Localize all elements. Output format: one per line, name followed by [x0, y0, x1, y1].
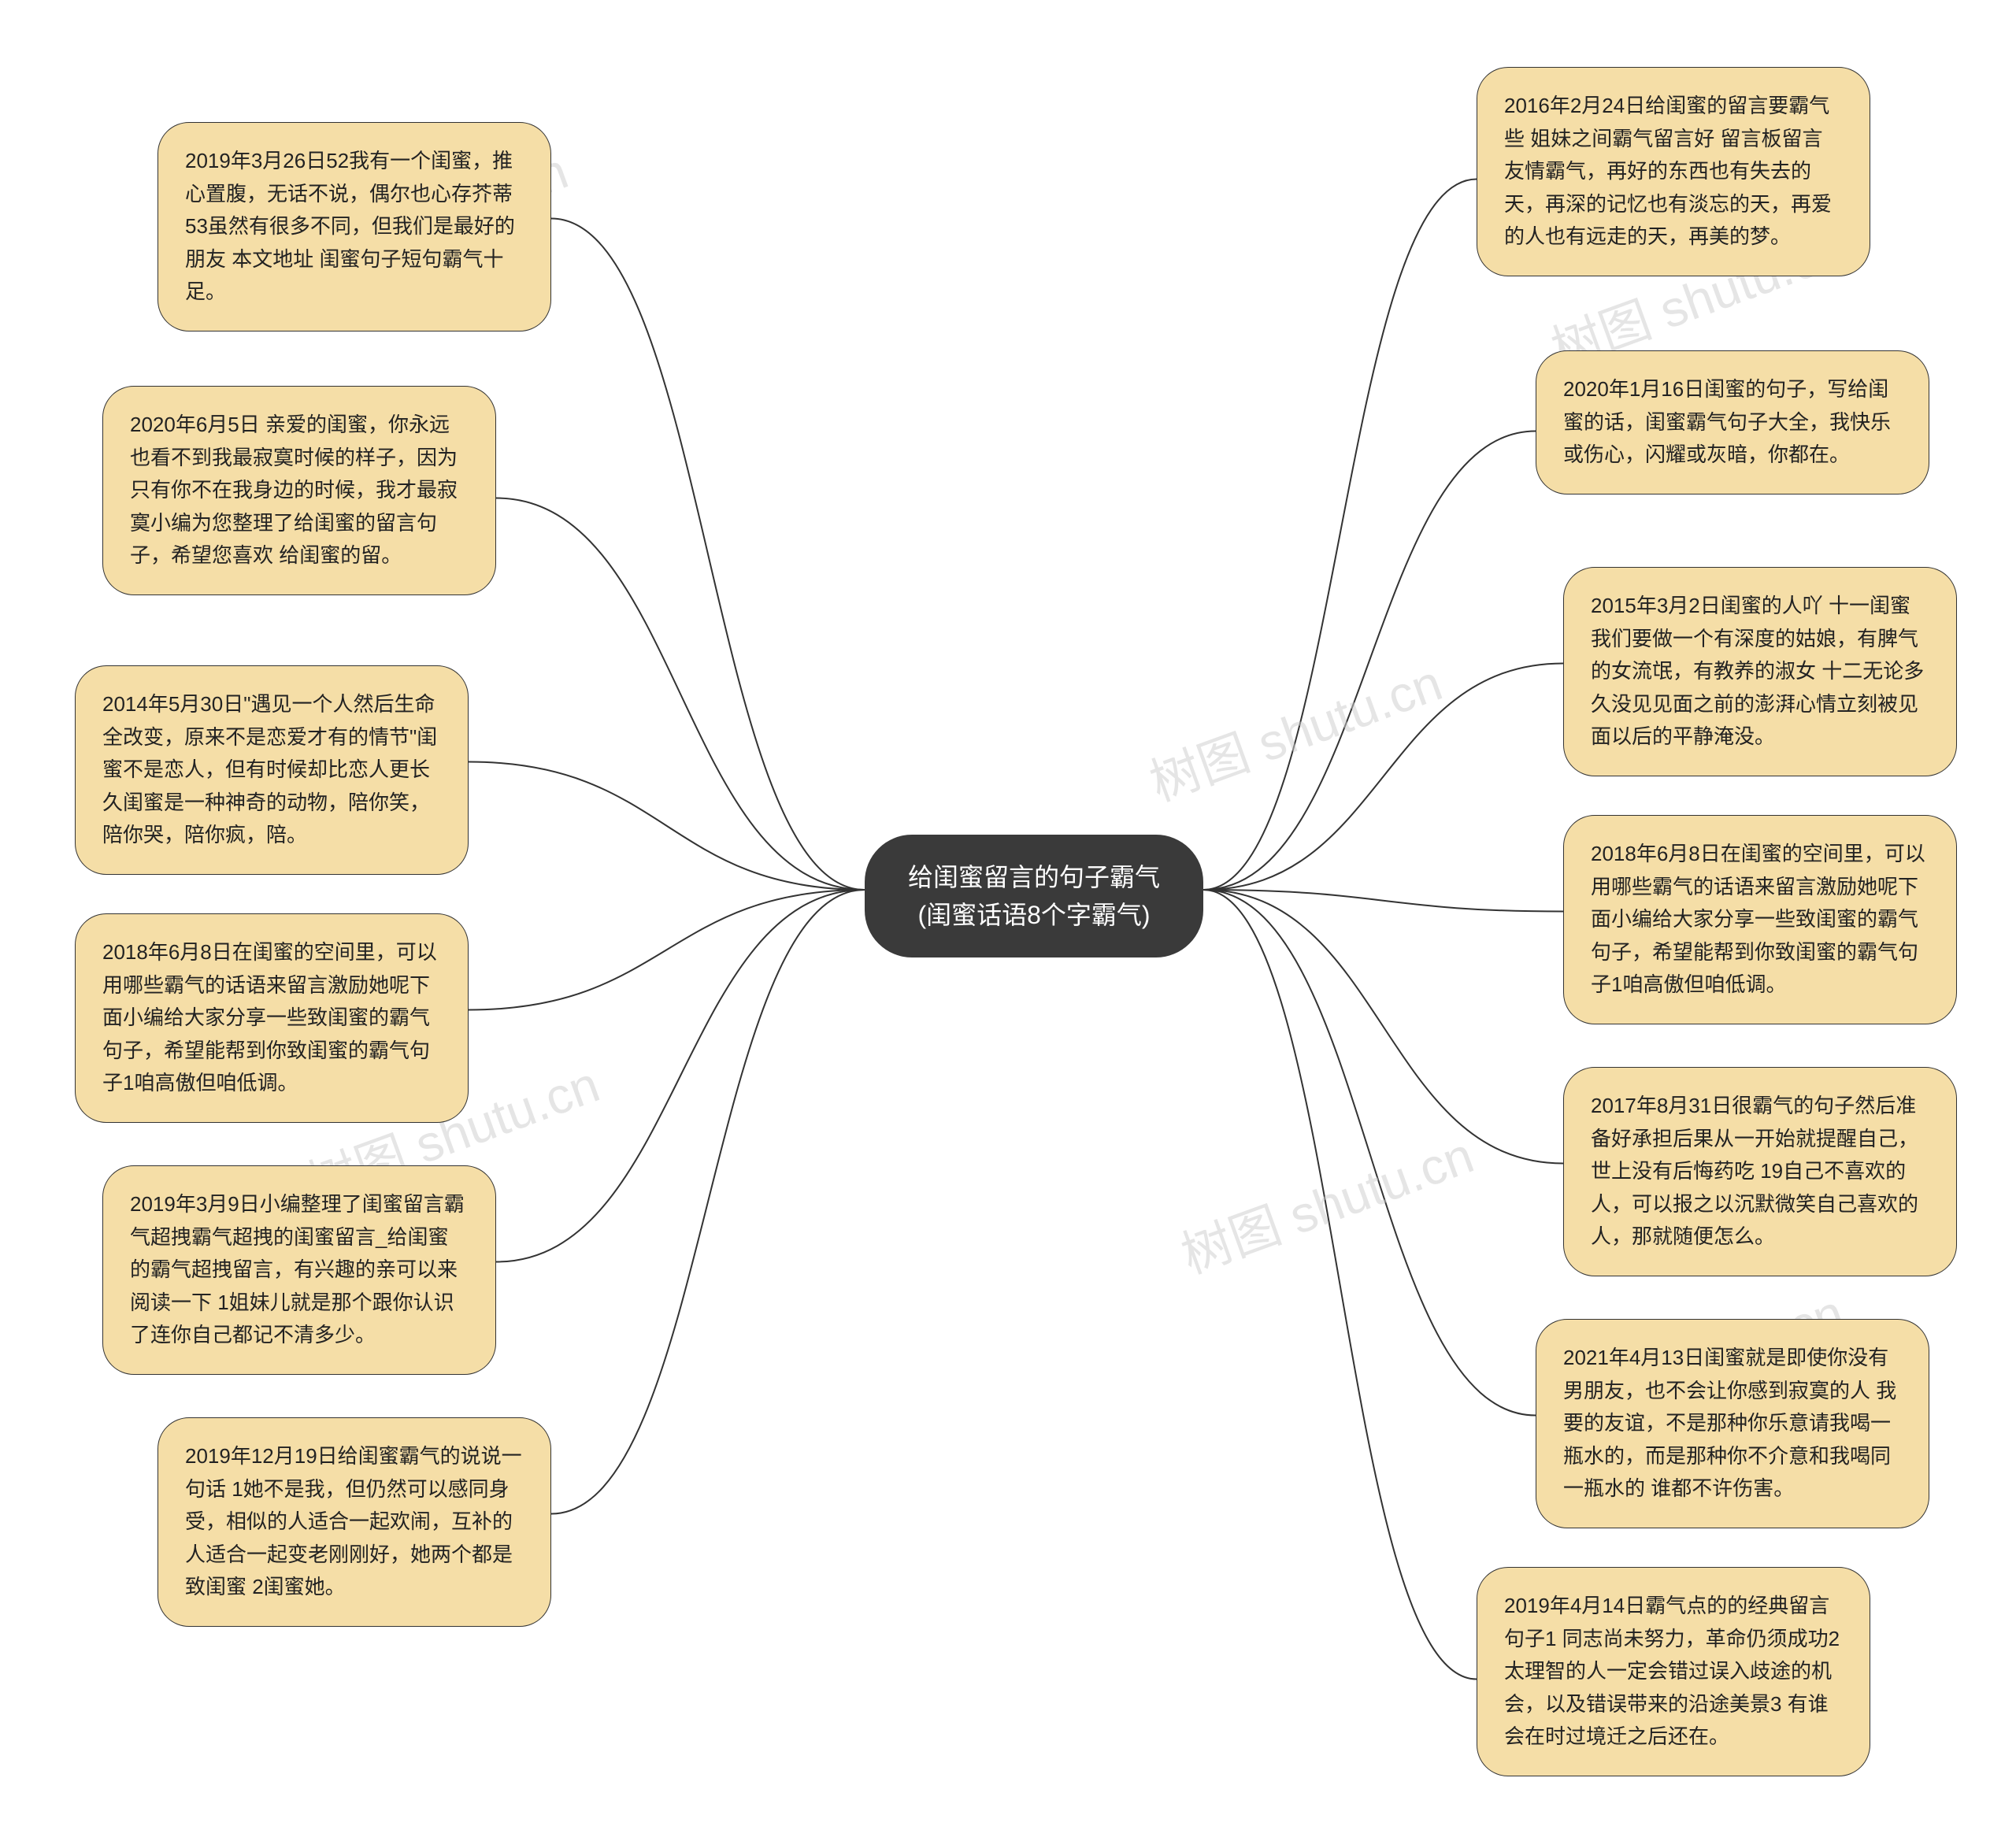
- leaf-node: 2018年6月8日在闺蜜的空间里，可以用哪些霸气的话语来留言激励她呢下面小编给大…: [75, 913, 469, 1123]
- leaf-node: 2018年6月8日在闺蜜的空间里，可以用哪些霸气的话语来留言激励她呢下面小编给大…: [1563, 815, 1957, 1024]
- leaf-node: 2019年4月14日霸气点的的经典留言句子1 同志尚未努力，革命仍须成功2 太理…: [1477, 1567, 1870, 1776]
- leaf-node: 2016年2月24日给闺蜜的留言要霸气些 姐妹之间霸气留言好 留言板留言友情霸气…: [1477, 67, 1870, 276]
- leaf-node: 2020年1月16日闺蜜的句子，写给闺蜜的话，闺蜜霸气句子大全，我快乐或伤心，闪…: [1536, 350, 1929, 494]
- leaf-node: 2015年3月2日闺蜜的人吖 十一闺蜜我们要做一个有深度的姑娘，有脾气的女流氓，…: [1563, 567, 1957, 776]
- leaf-node: 2019年12月19日给闺蜜霸气的说说一句话 1她不是我，但仍然可以感同身受，相…: [158, 1417, 551, 1627]
- leaf-node: 2017年8月31日很霸气的句子然后准备好承担后果从一开始就提醒自己，世上没有后…: [1563, 1067, 1957, 1276]
- watermark-text: 树图 shutu.cn: [1139, 643, 1451, 815]
- leaf-node: 2014年5月30日"遇见一个人然后生命全改变，原来不是恋爱才有的情节"闺蜜不是…: [75, 665, 469, 875]
- leaf-node: 2019年3月9日小编整理了闺蜜留言霸气超拽霸气超拽的闺蜜留言_给闺蜜的霸气超拽…: [102, 1165, 496, 1375]
- leaf-node: 2021年4月13日闺蜜就是即使你没有男朋友，也不会让你感到寂寞的人 我要的友谊…: [1536, 1319, 1929, 1528]
- mindmap-canvas: 树图 shutu.cn树图 shutu.cn树图 shutu.cn树图 shut…: [0, 0, 2016, 1826]
- leaf-node: 2019年3月26日52我有一个闺蜜，推心置腹，无话不说，偶尔也心存芥蒂 53虽…: [158, 122, 551, 331]
- watermark-text: 树图 shutu.cn: [1170, 1115, 1482, 1287]
- leaf-node: 2020年6月5日 亲爱的闺蜜，你永远也看不到我最寂寞时候的样子，因为只有你不在…: [102, 386, 496, 595]
- center-node: 给闺蜜留言的句子霸气(闺蜜话语8个字霸气): [865, 835, 1203, 957]
